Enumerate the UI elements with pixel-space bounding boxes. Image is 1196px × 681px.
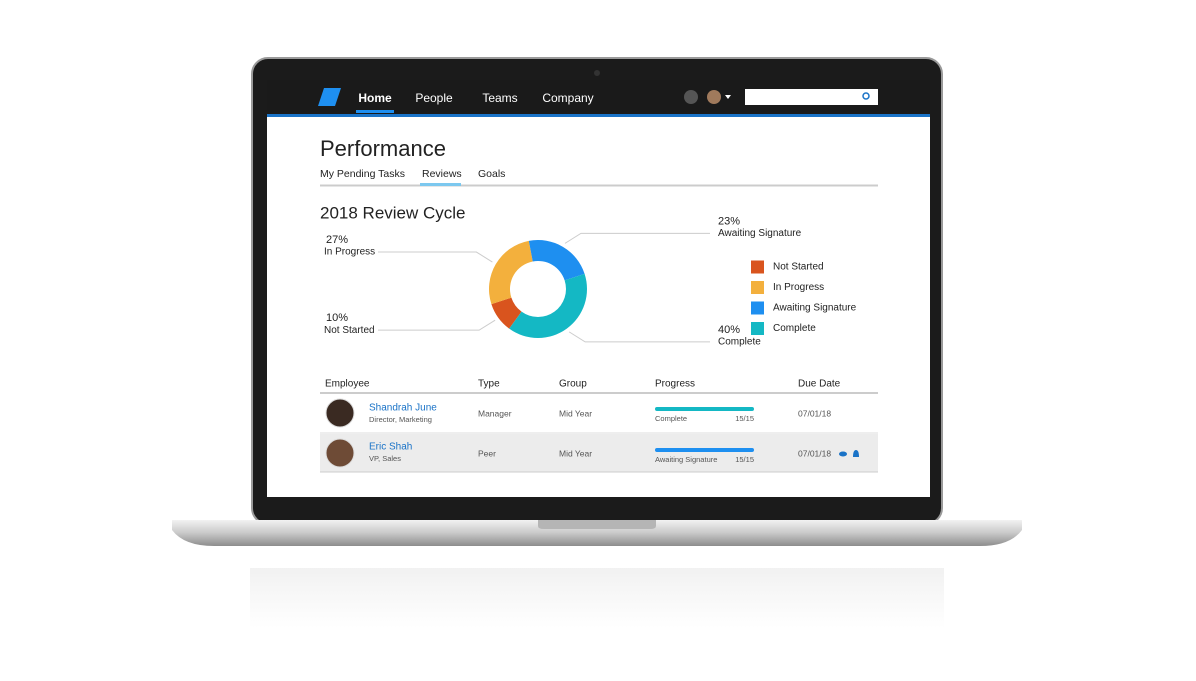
legend-label: In Progress (773, 282, 824, 293)
column-header: Type (478, 379, 500, 390)
legend-swatch (751, 281, 764, 294)
employee-title: VP, Sales (369, 454, 401, 463)
nav-item[interactable]: Home (358, 91, 392, 105)
legend-swatch (751, 260, 764, 274)
leader-line (568, 331, 710, 343)
column-header: Group (559, 379, 587, 390)
tab[interactable]: My Pending Tasks (320, 168, 405, 180)
notifications-icon[interactable] (684, 90, 698, 104)
data-label: 10% (326, 312, 348, 324)
review-group: Mid Year (559, 408, 592, 418)
logo[interactable] (318, 88, 341, 106)
tab[interactable]: Reviews (422, 168, 462, 180)
data-label: 23% (718, 215, 740, 227)
slice-label: Awaiting Signature (718, 228, 802, 239)
nav-item[interactable]: Teams (482, 91, 517, 105)
nav-item[interactable]: People (415, 91, 453, 105)
search-box[interactable] (745, 89, 878, 105)
laptop-base (172, 520, 1022, 546)
slice-label: Complete (718, 337, 761, 348)
due-date: 07/01/18 (798, 408, 831, 418)
column-header: Progress (655, 379, 695, 390)
notch (538, 520, 656, 529)
leader-line (378, 251, 493, 263)
user-avatar[interactable] (707, 90, 721, 104)
legend-label: Not Started (773, 262, 824, 273)
progress-bar (655, 448, 754, 452)
employee-avatar (325, 398, 355, 428)
donut-slice (509, 273, 587, 338)
page-title: Performance (320, 136, 446, 161)
search-icon[interactable] (862, 92, 870, 100)
progress-count: 15/15 (735, 414, 754, 423)
tab[interactable]: Goals (478, 168, 505, 180)
progress-status: Complete (655, 414, 687, 423)
leader-line (564, 232, 710, 244)
data-label: 40% (718, 324, 740, 336)
legend-label: Awaiting Signature (773, 303, 857, 314)
column-header: Due Date (798, 379, 841, 390)
review-type: Peer (478, 448, 496, 458)
column-header: Employee (325, 379, 370, 390)
employee-title: Director, Marketing (369, 415, 432, 424)
data-label: 27% (326, 234, 348, 246)
employee-name[interactable]: Shandrah June (369, 403, 437, 414)
remind-icon[interactable] (853, 450, 859, 457)
row-highlight (320, 434, 878, 472)
progress-count: 15/15 (735, 455, 754, 464)
nav-item[interactable]: Company (542, 91, 593, 105)
donut-slice (489, 240, 533, 305)
slice-label: Not Started (324, 325, 375, 336)
legend-swatch (751, 322, 764, 335)
view-icon[interactable] (839, 451, 847, 457)
progress-bar (655, 407, 754, 411)
donut-slice (491, 297, 522, 329)
due-date: 07/01/18 (798, 448, 831, 458)
review-group: Mid Year (559, 448, 592, 458)
employee-avatar (325, 438, 355, 468)
legend-label: Complete (773, 323, 816, 334)
tab-active (420, 183, 461, 186)
reflection (250, 568, 944, 628)
donut-slice (528, 239, 585, 281)
screen (267, 80, 930, 497)
employee-name[interactable]: Eric Shah (369, 442, 412, 453)
nav-active (356, 110, 394, 113)
leader-line (378, 319, 496, 331)
slice-label: In Progress (324, 247, 375, 258)
progress-status: Awaiting Signature (655, 455, 717, 464)
review-type: Manager (478, 408, 512, 418)
camera (594, 70, 600, 76)
legend-swatch (751, 301, 764, 315)
caret[interactable] (725, 95, 731, 99)
nav-accent (267, 114, 930, 117)
chart-title: 2018 Review Cycle (320, 203, 466, 222)
